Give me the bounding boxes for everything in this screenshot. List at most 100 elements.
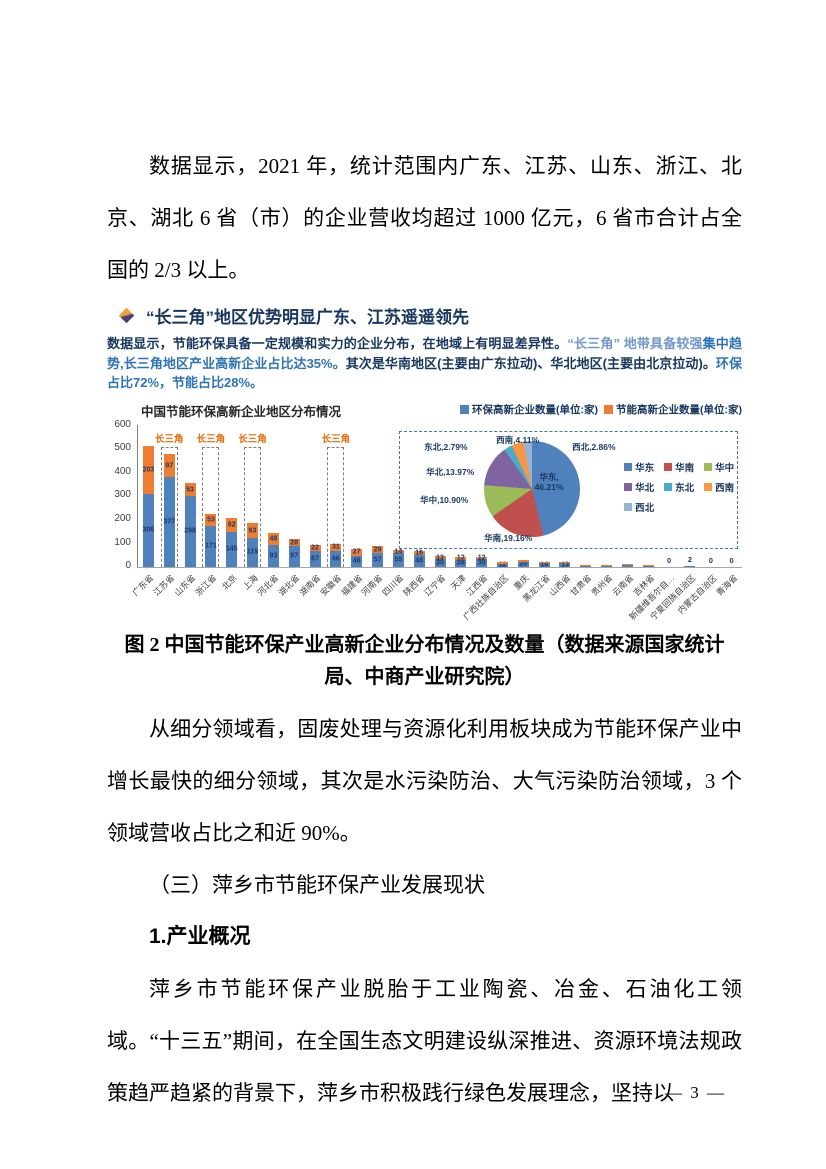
bar-stack: 13 [559,561,571,568]
paragraph-revenue: 数据显示，2021 年，统计范围内广东、江苏、山东、浙江、北京、湖北 6 省（市… [107,154,742,282]
bar-total-label: 2 [687,555,693,565]
bar-column: 298 53 [180,425,201,567]
bar-column [638,425,659,567]
changsanjiao-label: 长三角 [321,433,351,445]
pie-legend-label: 华北 [635,482,655,494]
bar-value-label: 48 [269,535,278,543]
bar-stack: 48 16 [413,550,425,567]
x-axis-label: 广东省 [130,572,156,598]
bar-value-label: 67 [311,555,319,563]
paragraph-pingxiang: 萍乡市节能环保产业脱胎于工业陶瓷、冶金、石油化工领域。“十三五”期间，在全国生态… [107,976,742,1105]
bar-column: 0 [700,425,721,567]
chart-legend: 环保高新企业数量(单位:家) 节能高新企业数量(单位:家) [460,402,742,417]
bar-segment-huanbao: 145 [226,532,238,567]
bar-segment-huanbao: 28 [455,560,467,567]
pie-legend-swatch [664,482,673,491]
pie-legend-label: 华南 [675,462,695,474]
bar-column: 长三角 171 53 [197,425,225,567]
bar-segment-huanbao: 55 [392,553,404,567]
bar-segment-jieneng: 97 [163,454,175,478]
bar-stack: 171 53 [205,513,217,567]
pie-legend-swatch [704,482,713,491]
bar-stack: 20 [517,559,529,568]
bar-segment-jieneng: 53 [205,513,217,527]
bar-stack: 67 22 [309,545,321,567]
page-content: 数据显示，2021 年，统计范围内广东、江苏、山东、浙江、北京、湖北 6 省（市… [107,140,742,1119]
bar-segment-jieneng: 29 [372,546,384,553]
bar-value-label: 13 [561,561,569,569]
bar-plot: 306 203 长三角 377 97 298 53 长三角 171 53 145 62 长三角 119 63… [137,424,742,569]
bar-stack: 46 27 [351,549,363,567]
subsection-heading: 1.产业概况 [149,924,251,948]
pie-legend-swatch [664,462,673,471]
pie-legend-label: 西南 [715,482,735,494]
figure-caption: 图 2 中国节能环保产业高新企业分布情况及数量（数据来源国家统计局、中商产业研究… [124,633,725,688]
pie-panel: 华东, 46.21% 华南,19.16% 华中,10.90% 华北,13.97% 东北,… [399,430,738,549]
bar-segment-huanbao: 66 [330,550,342,567]
bar-segment-jieneng [517,559,529,562]
bar-segment-jieneng: 14 [392,548,404,555]
bar-segment-jieneng: 63 [247,523,259,539]
x-axis-label: 辽宁省 [422,572,448,598]
bar-column: 长三角 119 63 [238,425,267,567]
bar-segment-huanbao: 46 [351,555,363,567]
bar-stack: 55 14 [392,548,404,567]
bar-stack: 119 63 [247,523,259,567]
x-axis-label: 湖南省 [296,572,323,598]
pie-legend-label: 华东 [635,462,655,474]
pie-legend-item: 华南 [664,460,694,474]
figure-description-span: 其次是华南地区(主要由广东拉动)、华北地区(主要由北京拉动)。 [345,355,716,371]
bar-column: 14 [534,425,555,568]
legend-label: 环保高新企业数量(单位:家) [472,403,598,416]
figure-description: 数据显示，节能环保具备一定规模和实力的企业分布，在地域上有明显差异性。“长三角”… [107,334,742,393]
bar-segment-jieneng: 62 [226,517,238,533]
bar-segment-jieneng: 203 [143,446,154,495]
bar-stack: 87 28 [288,539,300,567]
x-axis-label: 福建省 [338,572,364,598]
pie-legend-item: 华北 [624,480,654,494]
bar-stack: 377 97 [163,454,175,567]
bar-value-label: 14 [540,561,549,569]
figure-description-span: 环保占比72%，节能占比28%。 [107,355,742,391]
bar-value-label: 66 [331,555,340,563]
bar-y-axis: 600 500 400 300 200 100 0 [114,418,131,572]
bar-value-label: 20 [519,560,528,568]
pie-legend-label: 东北 [675,482,695,494]
bar-column: 48 16 [409,425,430,567]
bar-value-label: 12 [477,554,486,562]
pie-slice-label: 西南,4.11% [496,434,540,445]
bar-column: 30 12 [471,425,492,567]
changsanjiao-label: 长三角 [154,433,184,445]
bar-stack: 12 [496,562,508,569]
bar-stack: 14 [538,561,550,568]
bar-column: 长三角 377 97 [155,425,183,567]
bar-chart: 600 500 400 300 200 100 0 306 203 长三角 377 97 298 53 长… [107,418,742,624]
x-axis-label: 湖北省 [276,572,302,598]
pie-legend-item: 华中 [704,460,734,474]
bar-value-label: 203 [142,466,155,474]
changsanjiao-highlight-box [327,446,345,567]
bar-segment-jieneng [559,562,571,564]
bar-segment-huanbao: 57 [372,553,384,567]
bar-value-label: 63 [248,527,257,535]
bar-segment-huanbao: 171 [205,526,217,567]
bar-value-label: 306 [142,526,155,534]
bar-column [575,425,596,567]
bar-column: 20 [513,425,534,568]
bar-segment-jieneng: 12 [476,554,488,561]
bar-segment-huanbao: 30 [434,559,446,567]
bar-value-label: 29 [373,546,382,554]
x-axis-label: 贵州省 [589,572,615,598]
x-axis-label: 陕西省 [401,572,427,598]
bar-segment-huanbao [601,565,613,567]
bar-value-label: 62 [227,521,236,529]
bar-value-label: 13 [436,554,444,562]
bar-segment-huanbao [642,565,654,567]
x-axis-label: 青海省 [714,572,740,598]
figure-header-title: “长三角”地区优势明显广东、江苏遥遥领先 [146,307,469,327]
diamond-bullet-icon [118,307,135,323]
bar-value-label: 53 [206,516,215,524]
bar-column: 28 12 [450,425,471,567]
bar-stack: 28 12 [455,555,467,567]
